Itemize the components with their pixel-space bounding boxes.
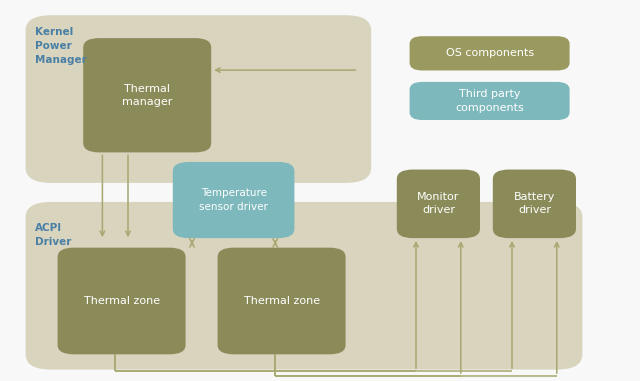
Text: ACPI
Driver: ACPI Driver [35,223,72,247]
FancyBboxPatch shape [83,38,211,152]
Text: OS components: OS components [445,48,534,58]
FancyBboxPatch shape [58,248,186,354]
FancyBboxPatch shape [218,248,346,354]
FancyBboxPatch shape [26,202,582,370]
FancyBboxPatch shape [493,170,576,238]
FancyBboxPatch shape [410,36,570,70]
Text: Third party
components: Third party components [455,90,524,112]
FancyBboxPatch shape [397,170,480,238]
Text: Thermal
manager: Thermal manager [122,84,172,107]
FancyBboxPatch shape [173,162,294,238]
Text: Kernel
Power
Manager: Kernel Power Manager [35,27,87,65]
FancyBboxPatch shape [26,15,371,183]
Text: Thermal zone: Thermal zone [244,296,319,306]
Text: Battery
driver: Battery driver [514,192,555,215]
Text: Thermal zone: Thermal zone [84,296,159,306]
Text: Temperature
sensor driver: Temperature sensor driver [199,189,268,211]
Text: Monitor
driver: Monitor driver [417,192,460,215]
FancyBboxPatch shape [410,82,570,120]
